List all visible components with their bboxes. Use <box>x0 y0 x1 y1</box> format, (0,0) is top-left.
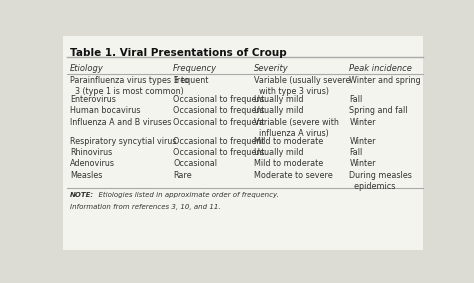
Text: Severity: Severity <box>254 64 289 73</box>
Text: Occasional to frequent: Occasional to frequent <box>173 137 264 146</box>
Text: Mild to moderate: Mild to moderate <box>254 137 323 146</box>
Text: Occasional to frequent: Occasional to frequent <box>173 95 264 104</box>
Text: Moderate to severe: Moderate to severe <box>254 171 333 180</box>
Text: Winter: Winter <box>349 137 376 146</box>
Text: Etiologies listed in approximate order of frequency.: Etiologies listed in approximate order o… <box>94 192 279 198</box>
Text: Occasional: Occasional <box>173 160 217 168</box>
Text: Fall: Fall <box>349 148 363 157</box>
Text: Occasional to frequent: Occasional to frequent <box>173 118 264 127</box>
Text: Fall: Fall <box>349 95 363 104</box>
Text: Influenza A and B viruses: Influenza A and B viruses <box>70 118 172 127</box>
Text: Respiratory syncytial virus: Respiratory syncytial virus <box>70 137 177 146</box>
Text: Parainfluenza virus types 1 to
  3 (type 1 is most common): Parainfluenza virus types 1 to 3 (type 1… <box>70 76 190 96</box>
Text: Mild to moderate: Mild to moderate <box>254 160 323 168</box>
Text: Information from references 3, 10, and 11.: Information from references 3, 10, and 1… <box>70 204 221 210</box>
Text: Rhinovirus: Rhinovirus <box>70 148 112 157</box>
Text: NOTE:: NOTE: <box>70 192 94 198</box>
Text: Enterovirus: Enterovirus <box>70 95 116 104</box>
Text: Occasional to frequent: Occasional to frequent <box>173 106 264 115</box>
Text: Etiology: Etiology <box>70 64 104 73</box>
Text: Frequent: Frequent <box>173 76 209 85</box>
Text: Winter and spring: Winter and spring <box>349 76 421 85</box>
Text: Frequency: Frequency <box>173 64 217 73</box>
Text: Table 1. Viral Presentations of Croup: Table 1. Viral Presentations of Croup <box>70 48 287 58</box>
Text: Occasional to frequent: Occasional to frequent <box>173 148 264 157</box>
Text: Human bocavirus: Human bocavirus <box>70 106 141 115</box>
Text: Usually mild: Usually mild <box>254 148 303 157</box>
Text: Variable (usually severe
  with type 3 virus): Variable (usually severe with type 3 vir… <box>254 76 350 96</box>
Text: Winter: Winter <box>349 160 376 168</box>
Text: Peak incidence: Peak incidence <box>349 64 412 73</box>
Text: Measles: Measles <box>70 171 103 180</box>
Text: Variable (severe with
  influenza A virus): Variable (severe with influenza A virus) <box>254 118 339 138</box>
Text: Adenovirus: Adenovirus <box>70 160 115 168</box>
Text: Usually mild: Usually mild <box>254 106 303 115</box>
Text: Rare: Rare <box>173 171 192 180</box>
Text: Usually mild: Usually mild <box>254 95 303 104</box>
Text: Winter: Winter <box>349 118 376 127</box>
FancyBboxPatch shape <box>63 36 423 250</box>
Text: Spring and fall: Spring and fall <box>349 106 408 115</box>
Text: During measles
  epidemics: During measles epidemics <box>349 171 412 191</box>
